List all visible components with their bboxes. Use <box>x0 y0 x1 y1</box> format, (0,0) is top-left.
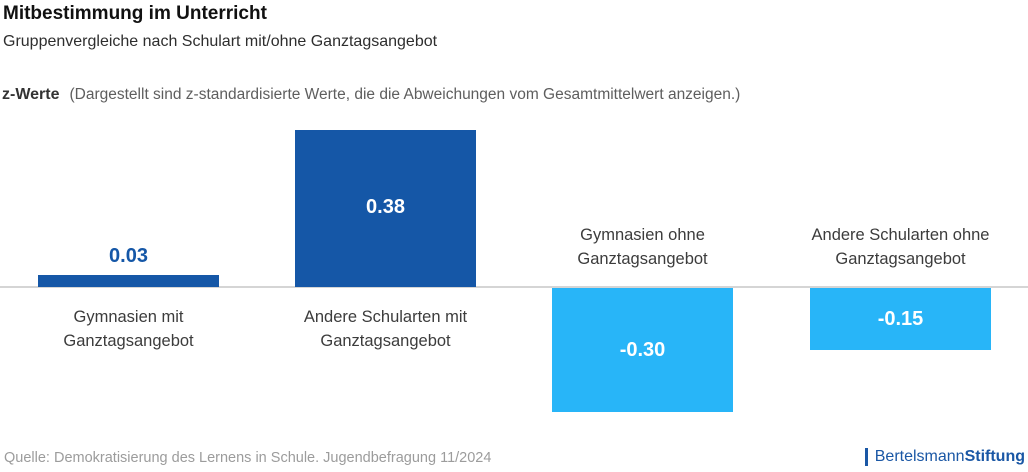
y-axis-note: (Dargestellt sind z-standardisierte Wert… <box>69 86 741 103</box>
bar-category-line1: Gymnasien mit <box>73 308 184 326</box>
bar-category-line2: Ganztagsangebot <box>63 332 194 350</box>
bar-category-line2: Ganztagsangebot <box>320 332 451 350</box>
logo-text-regular: Bertelsmann <box>874 448 965 465</box>
bar-category-label: Andere Schularten ohne Ganztagsangebot <box>761 223 1028 271</box>
bar <box>38 275 219 287</box>
bar-category-line1: Andere Schularten mit <box>303 308 468 326</box>
chart-title: Mitbestimmung im Unterricht <box>3 3 267 24</box>
y-axis-caption: z-Werte (Dargestellt sind z-standardisier… <box>2 84 740 106</box>
zero-baseline <box>0 286 1028 288</box>
bar-value-label: 0.38 <box>366 195 405 218</box>
bar-category-label: Gymnasien mit Ganztagsangebot <box>0 305 269 353</box>
bar-value-label: -0.30 <box>619 339 666 361</box>
bar-category-line1: Andere Schularten ohne <box>811 226 990 244</box>
bertelsmann-stiftung-logo: Bertelsmann Stiftung <box>864 447 1025 467</box>
bar <box>295 130 476 287</box>
bar-value-label: -0.15 <box>877 308 924 330</box>
bar-category-line1: Gymnasien ohne <box>580 226 705 244</box>
chart-subtitle: Gruppenvergleiche nach Schulart mit/ohne… <box>3 33 438 50</box>
source-note: Quelle: Demokratisierung des Lernens in … <box>4 450 492 466</box>
bar-category-line2: Ganztagsangebot <box>835 250 966 268</box>
bar <box>552 288 733 412</box>
bar-category-label: Andere Schularten mit Ganztagsangebot <box>246 305 526 353</box>
bar <box>810 288 991 350</box>
logo-divider-bar <box>864 448 868 466</box>
bar-category-line2: Ganztagsangebot <box>577 250 708 268</box>
y-axis-label: z-Werte <box>2 86 60 103</box>
bar-value-label: 0.03 <box>109 245 148 267</box>
logo-text-bold: Stiftung <box>964 448 1025 465</box>
bar-category-label: Gymnasien ohne Ganztagsangebot <box>503 223 783 271</box>
